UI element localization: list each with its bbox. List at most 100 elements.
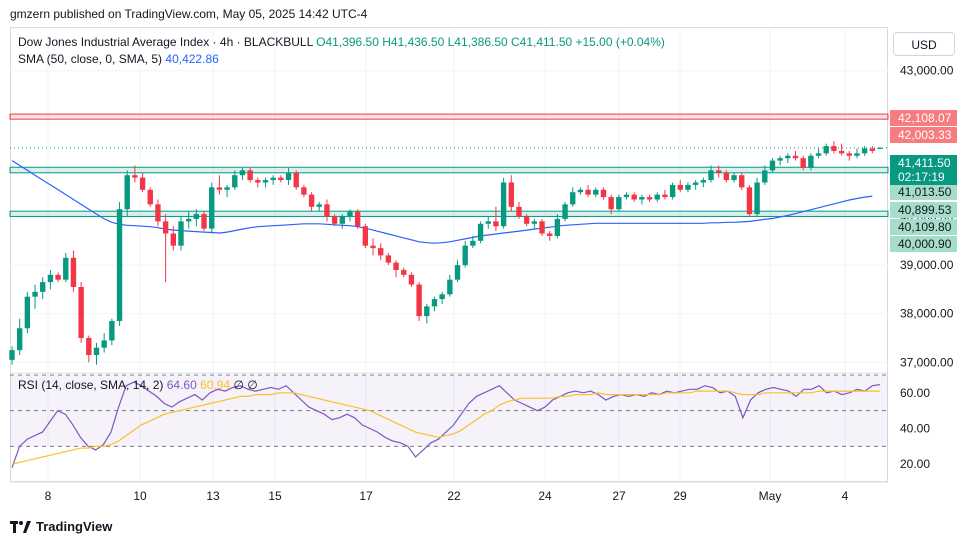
candle [708,165,714,183]
candle-body [47,274,54,283]
sma-legend: SMA (50, close, 0, SMA, 5) 40,422.86 [18,52,219,66]
candle-body [201,214,207,229]
candle [316,201,322,212]
candle [78,282,84,343]
candle [785,153,791,164]
candle [746,184,753,217]
candle-body [669,184,676,198]
candle [178,216,184,251]
candle [831,141,837,154]
time-tick-label: 4 [842,489,849,503]
candle [424,303,430,324]
candle [539,218,545,236]
price-tick-label: 38,000.00 [900,307,954,321]
candle-body [209,187,215,229]
candle-body [70,257,77,287]
candle [132,165,138,183]
candle-body [677,184,683,190]
candle [869,146,876,154]
candle-body [500,182,507,227]
candle [209,182,215,234]
candle [109,318,115,346]
candle [500,177,507,229]
candle [278,175,284,183]
candle-body [339,216,345,224]
candle-body [562,204,568,219]
candle-body [216,187,223,190]
candle [16,318,23,355]
candle-body [600,189,607,198]
candle [431,296,438,312]
candle-body [431,299,438,307]
candle [354,209,361,229]
candle-body [577,189,584,193]
candle [447,274,453,297]
candle [40,277,46,300]
candle [63,252,69,283]
rsi-tick-label: 40.00 [900,422,930,436]
candle-body [86,337,92,355]
candle [401,267,407,278]
candle-body [554,218,561,236]
candle [439,291,445,304]
candle [616,194,622,212]
candle-body [32,291,38,297]
candle [255,177,261,188]
candle-body [570,192,576,205]
candle-body [278,177,284,181]
candle-body [362,226,369,246]
candle-body [731,175,737,181]
candle [462,240,468,268]
rsi-value-tag-box [890,377,957,393]
candle-body [739,175,745,188]
candle [854,148,860,159]
currency-button[interactable]: USD [893,32,955,56]
sma-label: SMA (50, close, 0, SMA, 5) [18,52,163,66]
candle-body [531,221,538,224]
candle [270,175,276,185]
candle [692,180,699,190]
candle [593,187,599,198]
candle [808,153,814,171]
candle-body [416,284,422,317]
price-tag-label: 40,109.80 [898,220,952,234]
candle-body [692,182,699,185]
candle [324,199,330,222]
candle [93,342,100,365]
price-tag-label: 42,108.07 [898,111,952,125]
candle [877,146,883,150]
candle-body [101,340,107,348]
time-tick-label: May [759,489,782,503]
candle [47,269,54,290]
candle-body [831,146,837,151]
candle [385,252,392,266]
candle-body [785,155,791,159]
candle-body [723,172,730,181]
time-tick-label: 17 [359,489,373,503]
candle-body [754,182,760,215]
candle-body [462,245,468,266]
candle [739,172,745,190]
candle [823,143,829,156]
candle-body [255,180,261,183]
candle-body [815,153,822,156]
candle [846,150,852,161]
candle-body [162,221,169,234]
candle [124,170,130,217]
candle [700,177,707,188]
candle-body [708,170,714,181]
candle [639,194,645,205]
candle-body [616,197,622,210]
candle-body [93,347,100,355]
rsi-line [11,381,881,468]
candle-body [40,282,46,292]
candle-body [639,197,645,200]
candle-body [662,194,668,198]
candle-body [239,170,246,176]
tradingview-logo-icon [10,520,31,533]
candle [139,172,146,193]
candle [239,167,246,181]
candle-body [285,172,292,181]
price-tag-label: 41,013.50 [898,185,952,199]
